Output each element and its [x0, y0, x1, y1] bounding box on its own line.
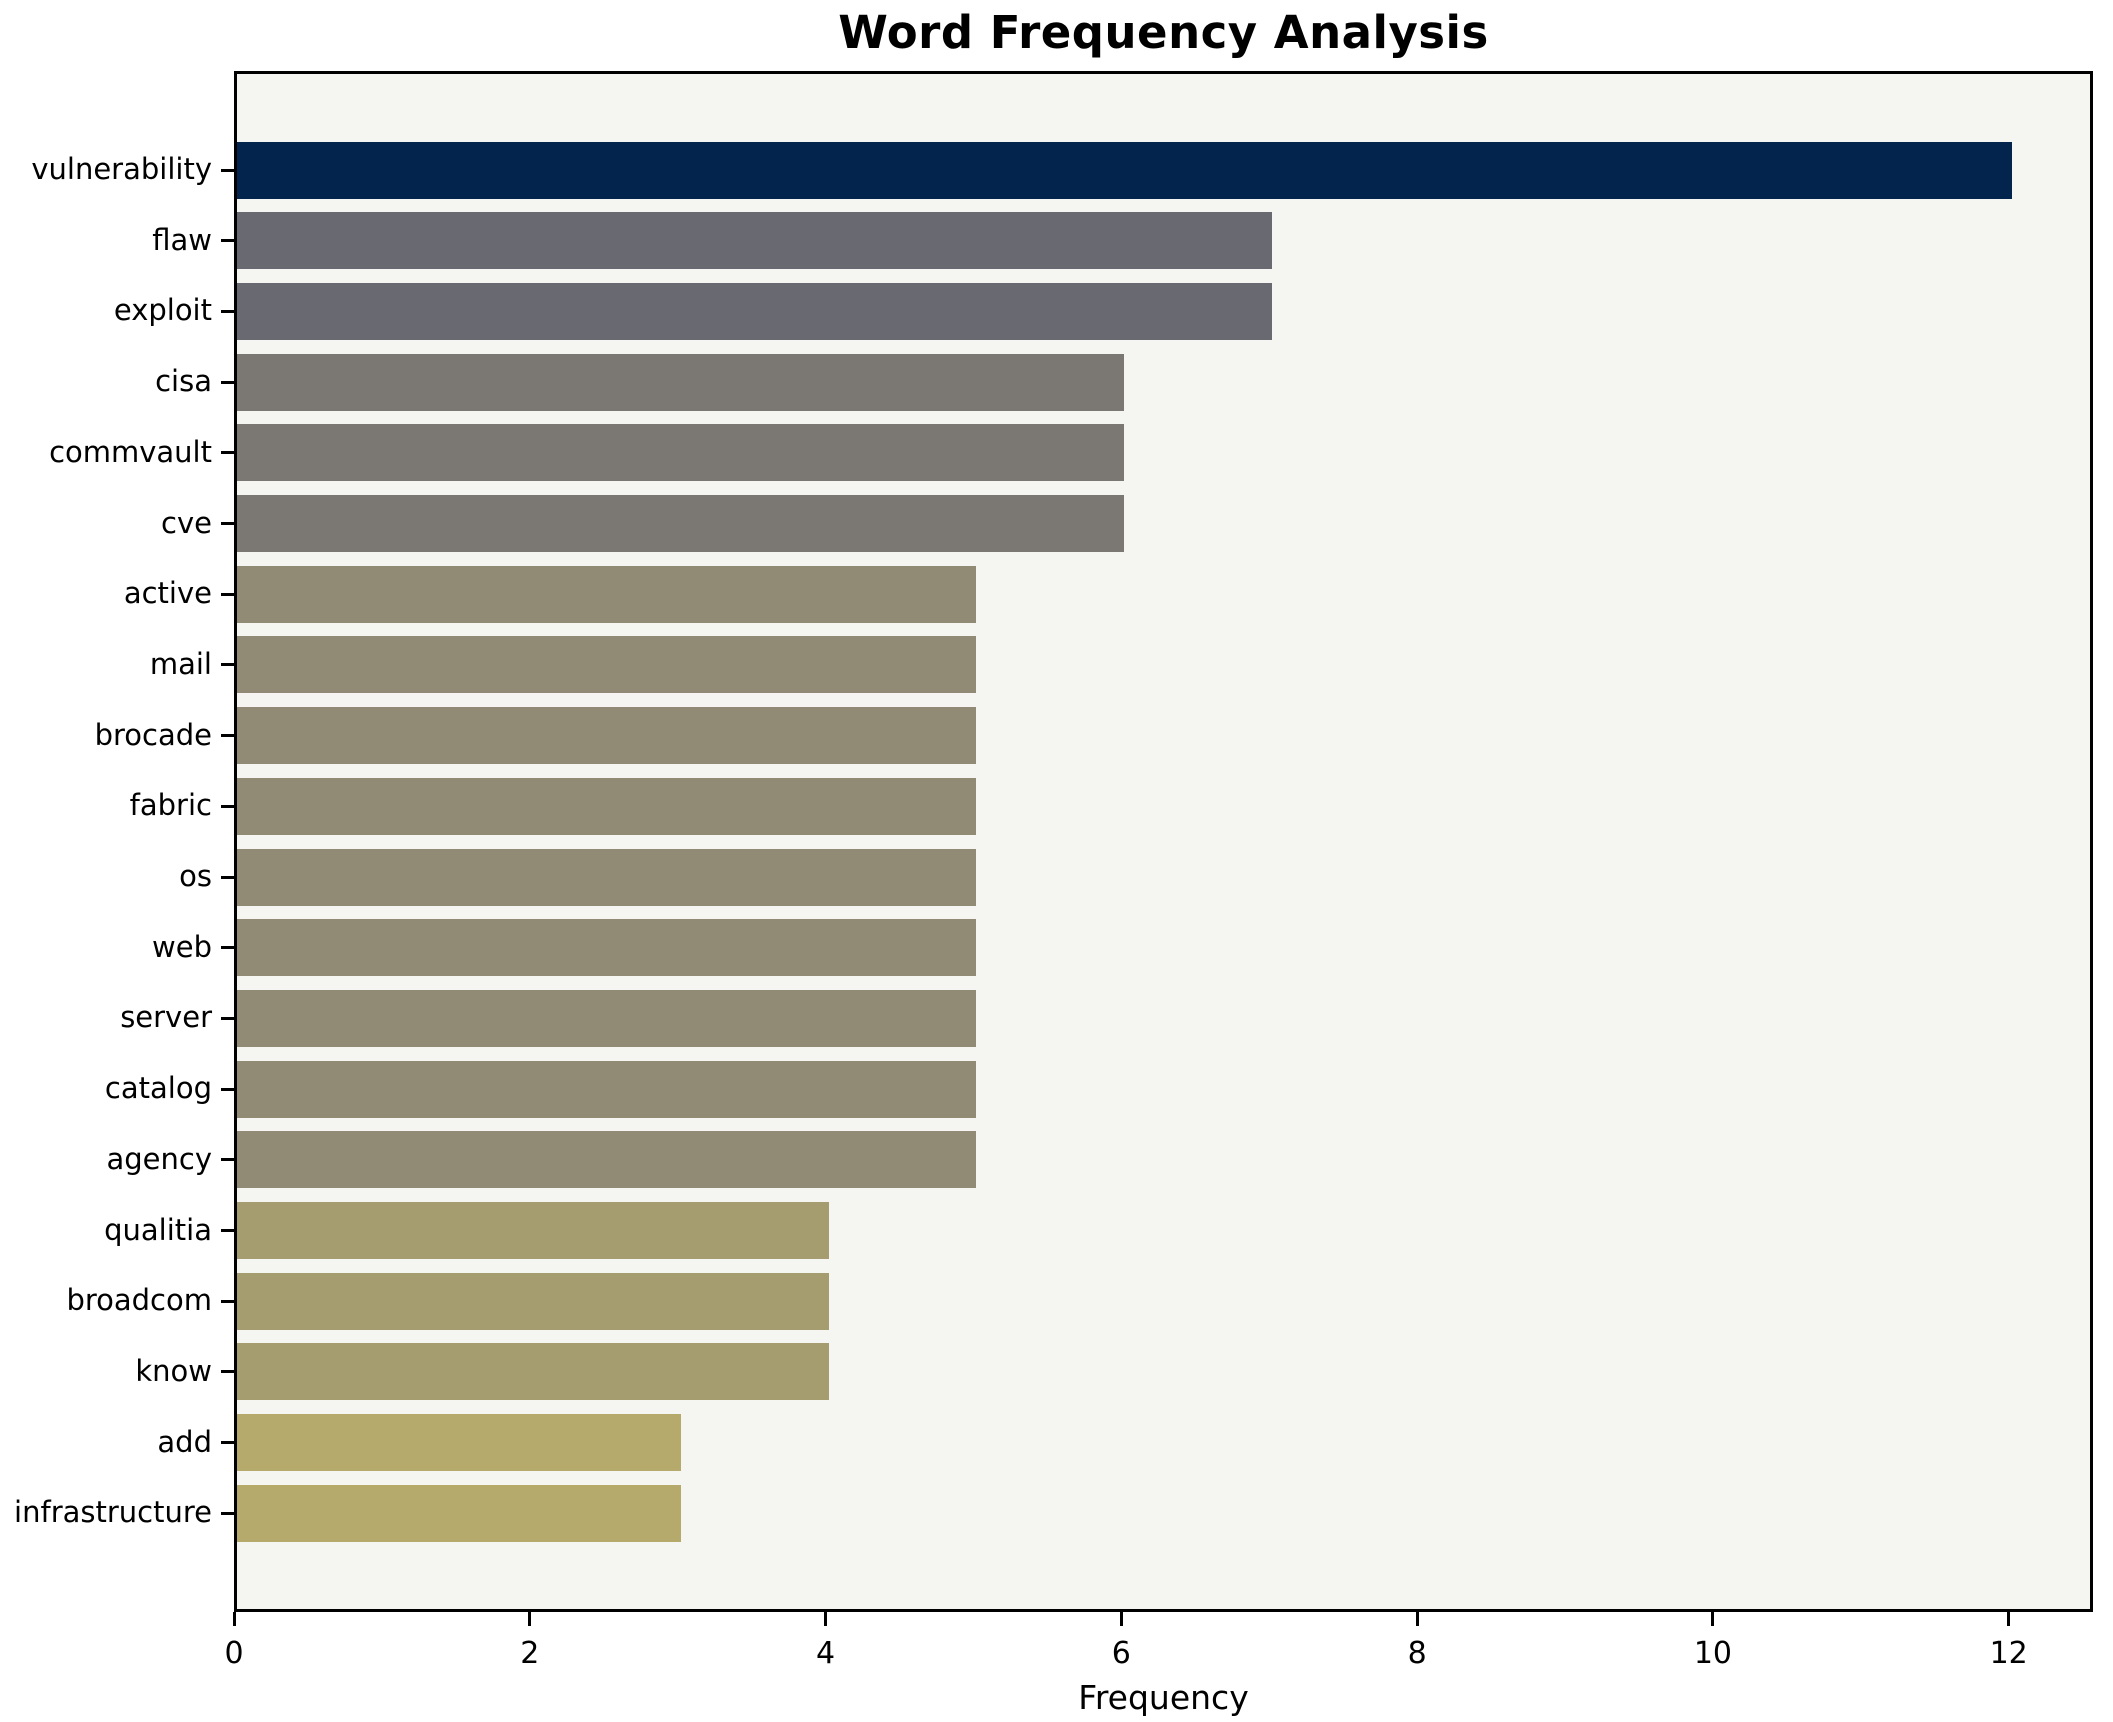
x-tick-mark	[824, 1612, 828, 1626]
x-tick-label-4: 4	[816, 1636, 836, 1671]
y-tick-mark	[221, 522, 234, 525]
x-tick-mark	[2007, 1612, 2011, 1626]
y-tick-mark	[221, 239, 234, 243]
y-axis-label-exploit: exploit	[113, 293, 212, 328]
bar-flaw	[237, 212, 1273, 270]
x-tick-mark	[232, 1612, 236, 1626]
bar-broadcom	[237, 1272, 829, 1330]
y-tick-mark	[221, 380, 234, 384]
y-axis-label-fabric: fabric	[129, 788, 212, 823]
y-tick-mark	[221, 1441, 234, 1445]
bar-vulnerability	[237, 141, 2012, 199]
y-tick-mark	[221, 1299, 234, 1303]
bar-infrastructure	[237, 1484, 681, 1542]
y-tick-mark	[221, 1229, 234, 1232]
y-axis-label-know: know	[135, 1353, 212, 1388]
y-tick-mark	[221, 168, 234, 172]
y-tick-mark	[221, 1016, 234, 1020]
bar-commvault	[237, 424, 1125, 482]
bar-cve	[237, 495, 1125, 552]
y-axis-label-commvault: commvault	[49, 434, 212, 469]
y-axis-label-mail: mail	[149, 646, 212, 681]
y-axis-label-vulnerability: vulnerability	[31, 152, 212, 186]
y-axis-label-cve: cve	[161, 505, 212, 540]
y-tick-mark	[221, 592, 234, 596]
y-tick-mark	[221, 875, 234, 879]
bar-web	[237, 919, 977, 977]
bar-active	[237, 565, 977, 623]
x-tick-mark	[528, 1612, 532, 1626]
y-axis-label-catalog: catalog	[104, 1071, 212, 1106]
y-tick-mark	[221, 946, 234, 950]
y-axis-label-os: os	[179, 859, 212, 893]
bar-qualitia	[237, 1202, 829, 1259]
bar-os	[237, 848, 977, 906]
x-tick-mark	[1415, 1612, 1419, 1626]
y-axis-label-active: active	[123, 576, 212, 611]
bar-fabric	[237, 777, 977, 835]
x-tick-label-10: 10	[1693, 1636, 1732, 1671]
bar-exploit	[237, 282, 1273, 340]
y-axis-label-add: add	[157, 1424, 212, 1459]
y-tick-mark	[221, 804, 234, 808]
bar-agency	[237, 1131, 977, 1189]
y-tick-mark	[221, 1511, 234, 1515]
y-tick-mark	[221, 734, 234, 738]
y-tick-mark	[221, 451, 234, 455]
y-axis-label-cisa: cisa	[155, 364, 212, 399]
y-axis-label-agency: agency	[106, 1141, 212, 1176]
bar-add	[237, 1414, 681, 1472]
y-axis-label-flaw: flaw	[152, 222, 212, 257]
x-tick-label-0: 0	[224, 1636, 244, 1671]
bar-brocade	[237, 707, 977, 765]
y-axis-label-qualitia: qualitia	[104, 1212, 212, 1247]
bar-mail	[237, 636, 977, 694]
bar-know	[237, 1343, 829, 1401]
x-tick-mark	[1711, 1612, 1715, 1626]
y-tick-mark	[221, 1158, 234, 1162]
x-tick-label-8: 8	[1407, 1636, 1427, 1671]
y-axis-label-server: server	[120, 1000, 212, 1035]
bar-server	[237, 989, 977, 1047]
chart-title: Word Frequency Analysis	[838, 6, 1489, 59]
x-tick-label-12: 12	[1989, 1636, 2028, 1671]
x-tick-mark	[1119, 1612, 1123, 1626]
x-axis-title: Frequency	[1078, 1678, 1249, 1717]
y-tick-mark	[221, 1370, 234, 1374]
y-axis-label-brocade: brocade	[94, 717, 212, 752]
x-tick-label-6: 6	[1111, 1636, 1131, 1671]
y-tick-mark	[221, 1087, 234, 1091]
bar-cisa	[237, 353, 1125, 411]
y-axis-label-web: web	[152, 929, 212, 964]
y-tick-mark	[221, 309, 234, 313]
y-axis-label-broadcom: broadcom	[66, 1283, 212, 1318]
x-tick-label-2: 2	[520, 1636, 540, 1671]
y-axis-label-infrastructure: infrastructure	[14, 1495, 212, 1530]
plot-area	[234, 71, 2093, 1612]
y-tick-mark	[221, 663, 234, 667]
bar-catalog	[237, 1060, 977, 1118]
